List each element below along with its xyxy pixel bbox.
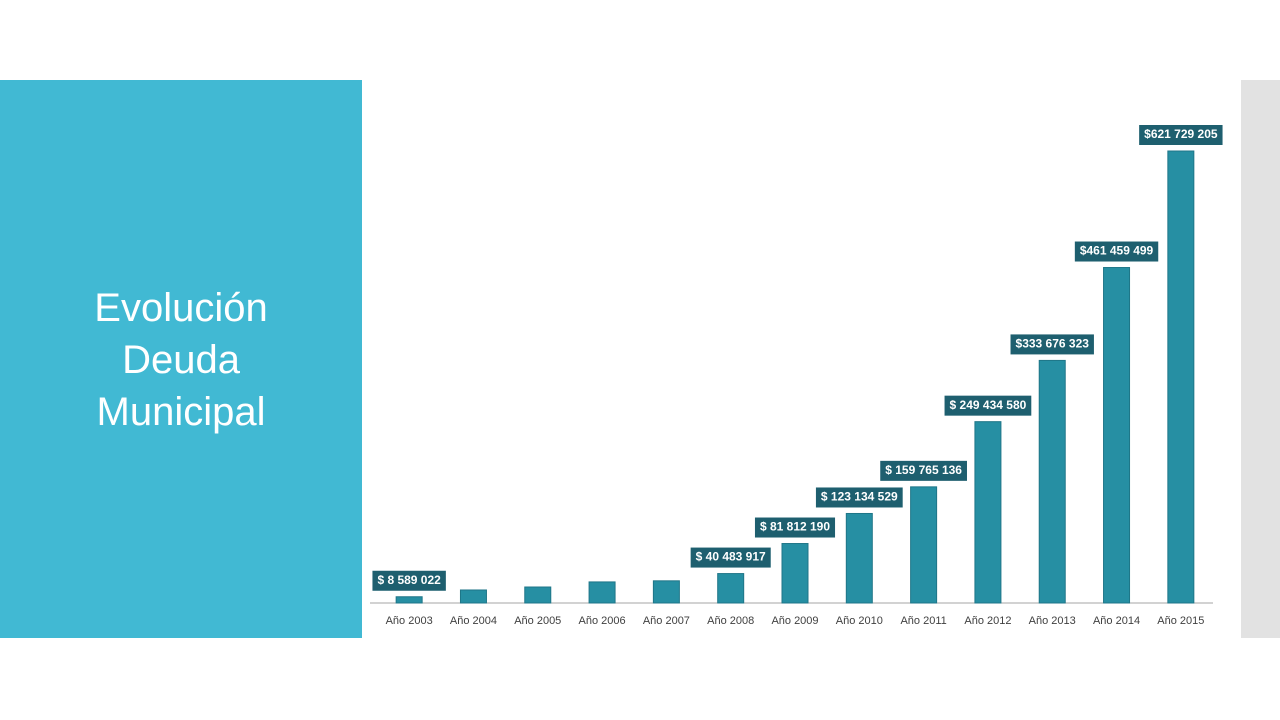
bar bbox=[845, 512, 873, 604]
value-label: $621 729 205 bbox=[1144, 127, 1218, 141]
x-tick-label: Año 2008 bbox=[707, 615, 754, 627]
bar bbox=[910, 486, 938, 604]
value-label: $ 123 134 529 bbox=[821, 490, 898, 504]
x-tick-label: Año 2004 bbox=[450, 615, 497, 627]
value-label: $ 40 483 917 bbox=[696, 550, 766, 564]
x-tick-label: Año 2005 bbox=[514, 615, 561, 627]
x-tick-label: Año 2014 bbox=[1093, 615, 1140, 627]
x-tick-label: Año 2015 bbox=[1157, 615, 1204, 627]
bar bbox=[974, 421, 1002, 604]
value-label-box bbox=[944, 395, 1032, 416]
bar bbox=[459, 589, 487, 604]
value-label-box bbox=[1074, 241, 1159, 262]
side-strip bbox=[1241, 80, 1280, 638]
value-label: $ 249 434 580 bbox=[950, 398, 1027, 412]
x-tick-label: Año 2006 bbox=[579, 615, 626, 627]
bar bbox=[1103, 267, 1131, 604]
value-label: $ 81 812 190 bbox=[760, 520, 830, 534]
value-label-box bbox=[815, 487, 903, 508]
bar bbox=[1167, 150, 1195, 604]
value-label-box bbox=[754, 517, 836, 538]
x-tick-label: Año 2003 bbox=[386, 615, 433, 627]
value-label: $461 459 499 bbox=[1080, 244, 1154, 258]
bar bbox=[781, 543, 809, 604]
x-tick-label: Año 2007 bbox=[643, 615, 690, 627]
value-label: $ 8 589 022 bbox=[377, 573, 441, 587]
value-label-box bbox=[1139, 125, 1223, 145]
bar bbox=[652, 580, 680, 604]
bar bbox=[395, 596, 423, 604]
bar bbox=[1038, 359, 1066, 604]
slide-title: Evolución Deuda Municipal bbox=[94, 286, 268, 434]
x-tick-label: Año 2009 bbox=[771, 615, 818, 627]
value-label-box bbox=[1010, 334, 1094, 355]
value-label: $ 159 765 136 bbox=[885, 463, 962, 477]
side-panel bbox=[0, 80, 362, 638]
value-label: $333 676 323 bbox=[1016, 337, 1090, 351]
x-tick-label: Año 2011 bbox=[900, 615, 946, 627]
bar bbox=[588, 581, 616, 604]
x-tick-label: Año 2010 bbox=[836, 615, 883, 627]
value-label-box bbox=[880, 460, 967, 481]
x-tick-label: Año 2012 bbox=[964, 615, 1011, 627]
value-label-box bbox=[372, 570, 446, 591]
value-label-box bbox=[690, 547, 771, 568]
x-tick-label: Año 2013 bbox=[1029, 615, 1076, 627]
bar bbox=[717, 573, 745, 604]
bar bbox=[524, 586, 552, 604]
